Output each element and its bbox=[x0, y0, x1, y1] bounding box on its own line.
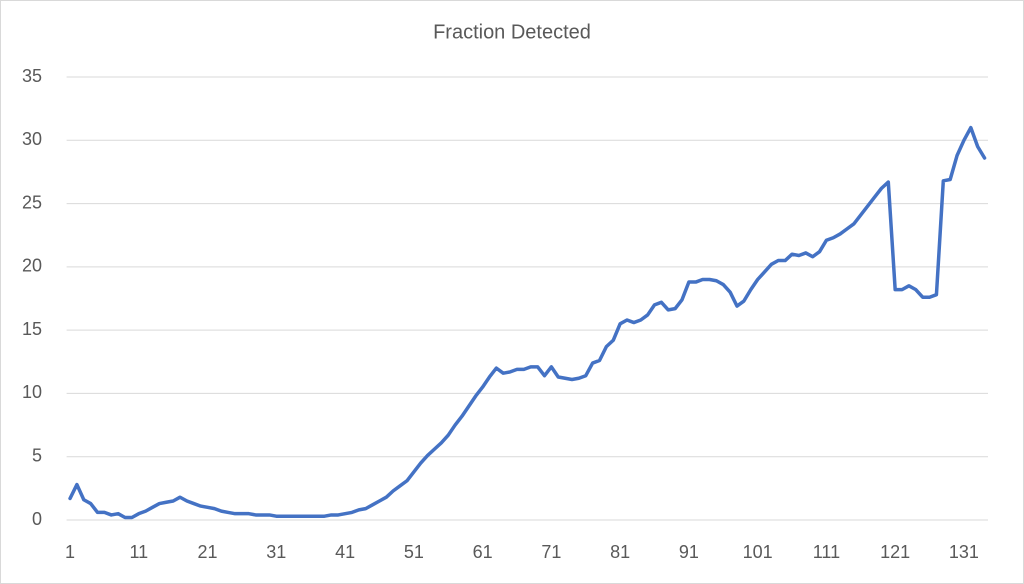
x-tick-label: 11 bbox=[129, 542, 148, 562]
x-tick-label: 131 bbox=[949, 542, 979, 562]
y-tick-label: 35 bbox=[22, 66, 42, 86]
x-tick-label: 1 bbox=[65, 542, 75, 562]
x-tick-label: 21 bbox=[198, 542, 218, 562]
x-tick-label: 31 bbox=[266, 542, 286, 562]
x-tick-label: 51 bbox=[404, 542, 424, 562]
y-tick-label: 30 bbox=[22, 129, 42, 149]
y-tick-label: 0 bbox=[32, 509, 42, 529]
x-tick-label: 121 bbox=[880, 542, 910, 562]
chart-title: Fraction Detected bbox=[433, 21, 591, 43]
y-tick-label: 5 bbox=[32, 445, 42, 465]
x-tick-label: 61 bbox=[473, 542, 493, 562]
data-line bbox=[68, 125, 987, 520]
x-tick-label: 41 bbox=[335, 542, 355, 562]
x-tick-label: 111 bbox=[813, 542, 840, 562]
x-tick-label: 91 bbox=[679, 542, 699, 562]
x-tick-label: 81 bbox=[610, 542, 630, 562]
x-tick-label: 101 bbox=[743, 542, 773, 562]
y-tick-label: 20 bbox=[22, 256, 42, 276]
x-tick-label: 71 bbox=[541, 542, 561, 562]
y-tick-label: 25 bbox=[22, 192, 42, 212]
y-tick-label: 15 bbox=[22, 319, 42, 339]
y-tick-label: 10 bbox=[22, 382, 42, 402]
